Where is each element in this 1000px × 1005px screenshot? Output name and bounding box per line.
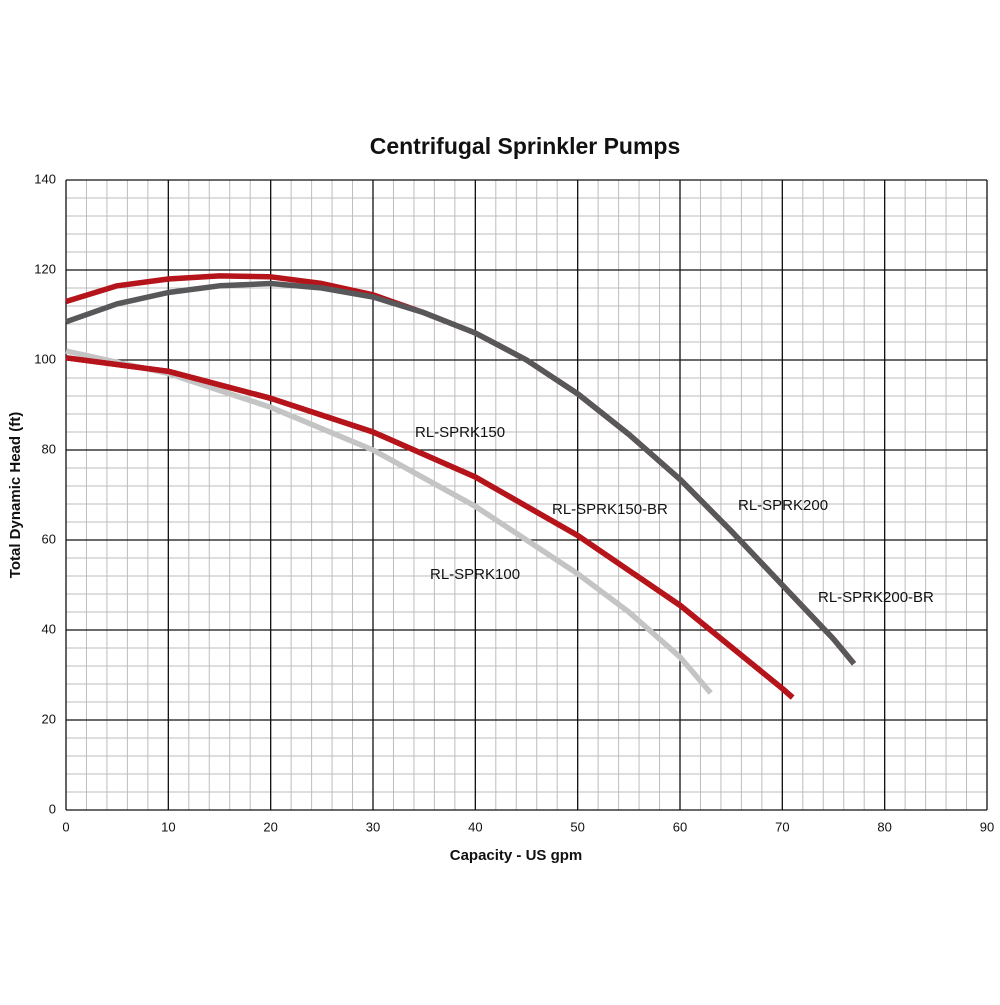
curve bbox=[65, 280, 857, 666]
y-tick-label: 100 bbox=[34, 351, 56, 366]
x-tick-label: 20 bbox=[263, 819, 277, 834]
curve bbox=[65, 355, 795, 700]
curve-label: RL-SPRK100 bbox=[430, 566, 520, 583]
y-tick-label: 20 bbox=[42, 711, 56, 726]
chart-title: Centrifugal Sprinkler Pumps bbox=[370, 133, 681, 159]
y-tick-label: 60 bbox=[42, 531, 56, 546]
y-tick-label: 40 bbox=[42, 621, 56, 636]
y-tick-label: 80 bbox=[42, 441, 56, 456]
x-tick-label: 80 bbox=[877, 819, 891, 834]
y-axis-label: Total Dynamic Head (ft) bbox=[7, 412, 24, 578]
y-tick-label: 0 bbox=[49, 801, 56, 816]
x-axis-label: Capacity - US gpm bbox=[450, 847, 583, 864]
x-tick-label: 10 bbox=[161, 819, 175, 834]
y-tick-label: 120 bbox=[34, 261, 56, 276]
curve bbox=[65, 348, 713, 695]
x-tick-label: 30 bbox=[366, 819, 380, 834]
x-tick-label: 70 bbox=[775, 819, 789, 834]
x-tick-label: 0 bbox=[62, 819, 69, 834]
curve-label: RL-SPRK200 bbox=[738, 497, 828, 514]
x-tick-label: 60 bbox=[673, 819, 687, 834]
curve-label: RL-SPRK200-BR bbox=[818, 589, 934, 606]
x-tick-label: 90 bbox=[980, 819, 994, 834]
curve bbox=[65, 355, 795, 700]
curve-label: RL-SPRK150 bbox=[415, 424, 505, 441]
curve-label: RL-SPRK150-BR bbox=[552, 501, 668, 518]
y-tick-label: 140 bbox=[34, 171, 56, 186]
x-tick-label: 50 bbox=[570, 819, 584, 834]
x-tick-label: 40 bbox=[468, 819, 482, 834]
